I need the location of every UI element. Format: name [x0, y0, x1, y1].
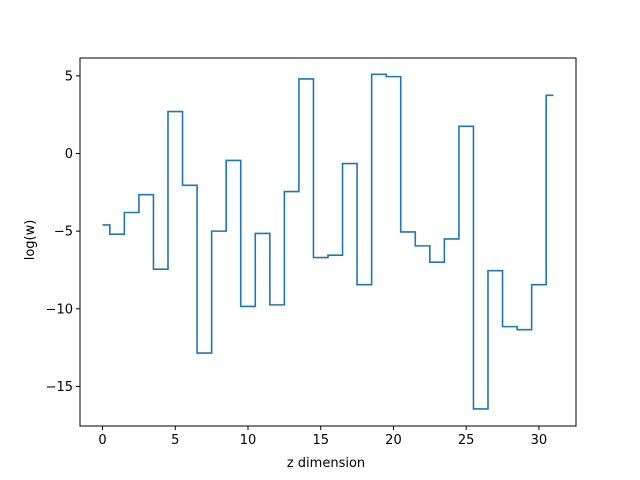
- series-line-0: [102, 73, 554, 410]
- x-tick-label: 20: [385, 433, 402, 448]
- x-axis: 0 5 10 15 20 25 30: [98, 426, 547, 448]
- y-tick-label: −15: [46, 380, 73, 395]
- y-tick-label: 5: [65, 69, 73, 84]
- x-tick-label: 30: [531, 433, 548, 448]
- plot-area: [79, 57, 577, 427]
- y-tick-label: 0: [65, 147, 73, 162]
- x-tick-label: 5: [171, 433, 179, 448]
- x-tick-label: 10: [240, 433, 257, 448]
- y-tick-label: −5: [54, 225, 73, 240]
- y-tick-label: −10: [46, 302, 73, 317]
- y-axis-label: log(w): [23, 220, 38, 261]
- x-tick-label: 0: [98, 433, 106, 448]
- x-axis-label: z dimension: [287, 456, 365, 471]
- x-tick-label: 25: [458, 433, 475, 448]
- x-tick-label: 15: [312, 433, 329, 448]
- y-axis: −15 −10 −5 0 5: [46, 69, 80, 395]
- axes-frame: [79, 57, 577, 427]
